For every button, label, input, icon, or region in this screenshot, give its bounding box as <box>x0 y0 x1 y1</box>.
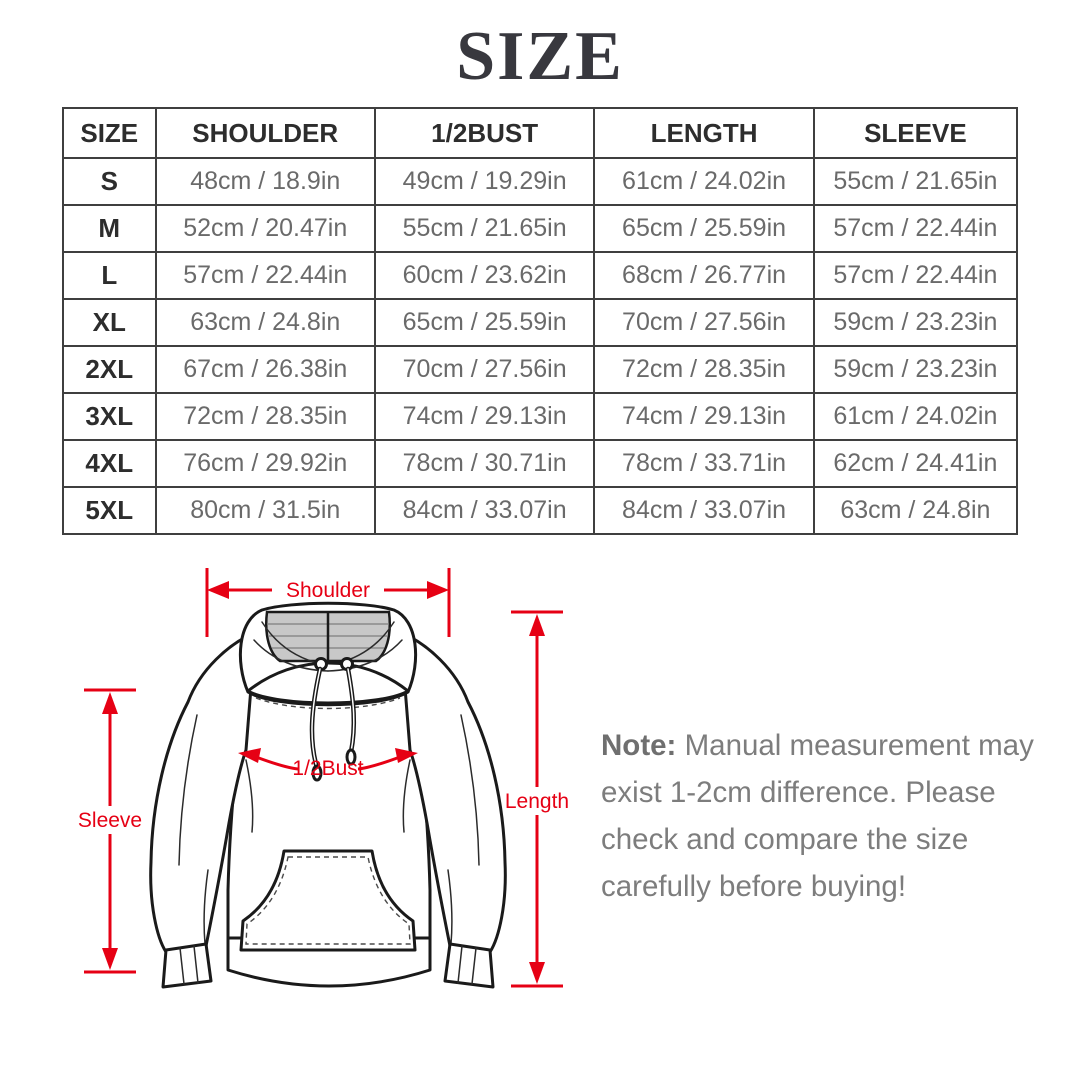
table-row: 4XL 76cm / 29.92in 78cm / 30.71in 78cm /… <box>62 439 1019 488</box>
table-row: L 57cm / 22.44in 60cm / 23.62in 68cm / 2… <box>62 251 1019 300</box>
length-arrow: Length <box>505 610 569 988</box>
table-header-row: SIZE SHOULDER 1/2BUST LENGTH SLEEVE <box>62 107 1019 159</box>
table-row: XL 63cm / 24.8in 65cm / 25.59in 70cm / 2… <box>62 298 1019 347</box>
cell-size: XL <box>62 298 157 347</box>
header-sleeve: SLEEVE <box>812 107 1019 159</box>
cell-sleeve: 57cm / 22.44in <box>812 204 1019 253</box>
header-size: SIZE <box>62 107 157 159</box>
cell-shoulder: 76cm / 29.92in <box>154 439 376 488</box>
cell-length: 61cm / 24.02in <box>593 157 815 206</box>
cell-size: S <box>62 157 157 206</box>
note-text: Note: Manual measurement may exist 1-2cm… <box>601 722 1034 910</box>
cell-size: M <box>62 204 157 253</box>
cell-length: 74cm / 29.13in <box>593 392 815 441</box>
hoodie-illustration <box>149 601 507 989</box>
length-arrow-label: Length <box>505 790 569 813</box>
cell-halfbust: 65cm / 25.59in <box>373 298 596 347</box>
table-row: 5XL 80cm / 31.5in 84cm / 33.07in 84cm / … <box>62 486 1019 535</box>
bust-arrow: 1/2Bust <box>238 748 418 780</box>
cell-sleeve: 63cm / 24.8in <box>812 486 1019 535</box>
cell-halfbust: 60cm / 23.62in <box>373 251 596 300</box>
cell-halfbust: 84cm / 33.07in <box>373 486 596 535</box>
note-line: exist 1-2cm difference. Please <box>601 776 996 809</box>
cell-shoulder: 52cm / 20.47in <box>154 204 376 253</box>
cell-shoulder: 57cm / 22.44in <box>154 251 376 300</box>
cell-length: 78cm / 33.71in <box>593 439 815 488</box>
cell-length: 68cm / 26.77in <box>593 251 815 300</box>
cell-sleeve: 61cm / 24.02in <box>812 392 1019 441</box>
header-halfbust: 1/2BUST <box>373 107 596 159</box>
cell-size: 5XL <box>62 486 157 535</box>
cell-shoulder: 80cm / 31.5in <box>154 486 376 535</box>
cell-size: 3XL <box>62 392 157 441</box>
table-row: M 52cm / 20.47in 55cm / 21.65in 65cm / 2… <box>62 204 1019 253</box>
shoulder-arrow: Shoulder <box>205 568 451 637</box>
note-line: check and compare the size <box>601 823 969 856</box>
table-row: 2XL 67cm / 26.38in 70cm / 27.56in 72cm /… <box>62 345 1019 394</box>
cell-size: L <box>62 251 157 300</box>
sleeve-arrow-label: Sleeve <box>78 809 142 832</box>
header-length: LENGTH <box>593 107 815 159</box>
cell-length: 70cm / 27.56in <box>593 298 815 347</box>
cell-length: 72cm / 28.35in <box>593 345 815 394</box>
cell-length: 65cm / 25.59in <box>593 204 815 253</box>
page-title: SIZE <box>456 18 624 95</box>
header-shoulder: SHOULDER <box>154 107 376 159</box>
cell-size: 2XL <box>62 345 157 394</box>
cell-length: 84cm / 33.07in <box>593 486 815 535</box>
cell-halfbust: 55cm / 21.65in <box>373 204 596 253</box>
cell-halfbust: 74cm / 29.13in <box>373 392 596 441</box>
note-line: Note: Manual measurement may <box>601 722 1034 769</box>
cell-halfbust: 78cm / 30.71in <box>373 439 596 488</box>
cell-sleeve: 57cm / 22.44in <box>812 251 1019 300</box>
cell-halfbust: 70cm / 27.56in <box>373 345 596 394</box>
cell-shoulder: 63cm / 24.8in <box>154 298 376 347</box>
table-row: S 48cm / 18.9in 49cm / 19.29in 61cm / 24… <box>62 157 1019 206</box>
shoulder-arrow-label: Shoulder <box>286 579 370 602</box>
bust-arrow-label: 1/2Bust <box>292 757 363 780</box>
cell-sleeve: 62cm / 24.41in <box>812 439 1019 488</box>
cell-sleeve: 59cm / 23.23in <box>812 345 1019 394</box>
cell-shoulder: 48cm / 18.9in <box>154 157 376 206</box>
table-row: 3XL 72cm / 28.35in 74cm / 29.13in 74cm /… <box>62 392 1019 441</box>
cell-shoulder: 67cm / 26.38in <box>154 345 376 394</box>
note-line-1: Manual measurement may <box>676 729 1034 762</box>
note-line: carefully before buying! <box>601 870 907 903</box>
sleeve-arrow: Sleeve <box>77 688 143 974</box>
measurement-diagram: Shoulder 1/2Bust Length Sleeve <box>77 568 569 989</box>
cell-halfbust: 49cm / 19.29in <box>373 157 596 206</box>
size-table: SIZE SHOULDER 1/2BUST LENGTH SLEEVE S 48… <box>62 107 1019 535</box>
cell-size: 4XL <box>62 439 157 488</box>
cell-sleeve: 59cm / 23.23in <box>812 298 1019 347</box>
note-prefix: Note: <box>601 729 677 762</box>
cell-sleeve: 55cm / 21.65in <box>812 157 1019 206</box>
cell-shoulder: 72cm / 28.35in <box>154 392 376 441</box>
